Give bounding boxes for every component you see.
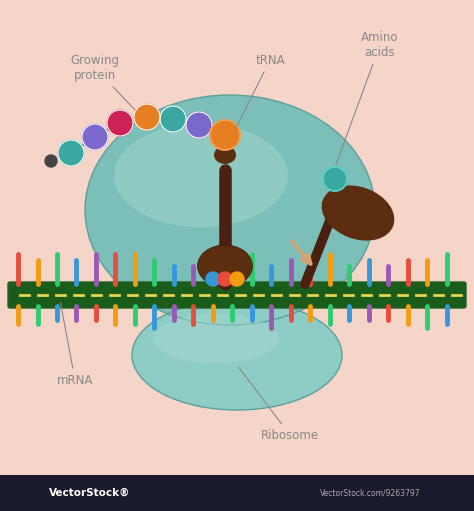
Circle shape (206, 272, 220, 286)
Text: VectorStock.com/9263797: VectorStock.com/9263797 (319, 489, 420, 498)
Text: tRNA: tRNA (236, 54, 285, 128)
Circle shape (45, 155, 57, 167)
Text: Amino
acids: Amino acids (336, 31, 399, 165)
Circle shape (160, 106, 186, 132)
Circle shape (58, 140, 84, 166)
Ellipse shape (214, 146, 236, 164)
Text: VectorStock®: VectorStock® (49, 488, 131, 498)
Ellipse shape (198, 245, 253, 287)
Circle shape (230, 272, 244, 286)
Text: mRNA: mRNA (57, 303, 93, 386)
Circle shape (186, 112, 212, 138)
Circle shape (218, 272, 232, 286)
Bar (0, 475, 474, 511)
Circle shape (210, 120, 240, 150)
Ellipse shape (322, 185, 394, 241)
FancyBboxPatch shape (8, 282, 466, 308)
Text: Growing
protein: Growing protein (71, 54, 135, 110)
Circle shape (107, 110, 133, 136)
Text: Ribosome: Ribosome (239, 367, 319, 442)
Circle shape (323, 167, 347, 191)
Ellipse shape (114, 124, 288, 227)
Circle shape (134, 104, 160, 130)
Ellipse shape (85, 95, 375, 325)
Circle shape (82, 124, 108, 150)
Ellipse shape (132, 300, 342, 410)
Ellipse shape (153, 314, 279, 363)
